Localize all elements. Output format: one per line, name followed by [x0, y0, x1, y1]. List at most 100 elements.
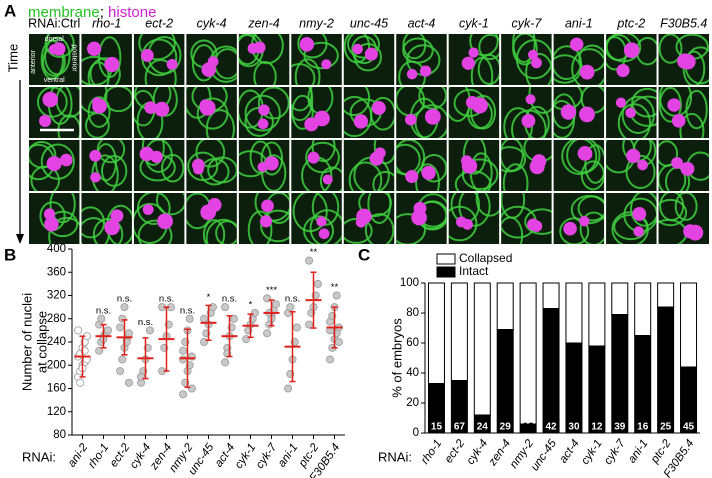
y-tick-label: 120	[47, 406, 66, 418]
tile-content	[301, 140, 342, 191]
cell-membrane	[155, 193, 185, 216]
nucleus	[142, 204, 154, 215]
cell-membrane	[247, 210, 273, 244]
cell-membrane	[630, 193, 657, 227]
nucleus	[154, 101, 170, 117]
y-tick-label: 80	[406, 307, 419, 319]
cell-membrane	[402, 34, 427, 60]
nucleus	[314, 110, 330, 127]
data-point	[116, 367, 125, 376]
tile-content	[606, 140, 657, 189]
cell-membrane	[415, 163, 441, 191]
nucleus	[419, 65, 432, 77]
data-point	[103, 326, 112, 335]
tile-content	[29, 141, 75, 191]
orientation-label: dorsal	[45, 36, 65, 43]
bar-segment	[496, 329, 514, 434]
nucleus	[264, 156, 279, 171]
micrograph-tile	[553, 34, 605, 85]
column-label: ptc-2	[616, 16, 645, 30]
significance: n.s.	[180, 305, 195, 316]
data-point	[200, 337, 209, 346]
nucleus	[200, 204, 217, 221]
panel-label: B	[4, 245, 16, 264]
tile-content	[553, 87, 605, 138]
bar-segment	[519, 282, 537, 425]
x-tick-label: ani-1	[276, 442, 301, 470]
cell-membrane	[294, 58, 321, 85]
tile-content	[611, 193, 657, 244]
cell-membrane	[617, 103, 652, 138]
bar-segment	[473, 282, 491, 416]
nucleus	[92, 97, 103, 108]
cell-membrane	[512, 34, 538, 66]
cell-membrane	[186, 87, 212, 119]
nucleus	[633, 226, 644, 237]
bar-segment	[588, 282, 606, 347]
significance: n.s.	[222, 294, 237, 305]
tile-content	[40, 34, 75, 80]
x-tick-label: act-4	[557, 438, 582, 466]
tile-content	[81, 87, 132, 138]
tile-content	[501, 193, 552, 244]
micrograph-tile	[658, 193, 709, 244]
cell-membrane	[343, 217, 373, 244]
nucleus	[259, 215, 273, 228]
tile-content	[139, 140, 185, 183]
significance: n.s.	[159, 294, 174, 305]
data-point	[124, 329, 133, 338]
nucleus	[374, 147, 386, 159]
cell-membrane	[44, 34, 75, 58]
tile-content	[238, 34, 284, 85]
micrograph-tile	[186, 34, 237, 85]
tile-content	[291, 87, 334, 132]
nucleus	[405, 170, 419, 184]
nucleus	[90, 172, 101, 183]
nucleus	[521, 113, 536, 128]
cell-membrane	[685, 89, 708, 130]
data-point	[286, 303, 295, 312]
cell-membrane	[205, 218, 237, 244]
tile-content	[238, 140, 287, 191]
cell-membrane	[291, 94, 314, 130]
n-label: 42	[545, 422, 557, 433]
cell-membrane	[469, 34, 499, 57]
nucleus	[322, 174, 333, 185]
nucleus	[683, 224, 698, 239]
micrograph-tile	[658, 87, 709, 138]
tile-content	[398, 34, 441, 85]
tile-content	[89, 140, 128, 191]
x-tick-label: rho-1	[86, 442, 111, 471]
cell-membrane	[462, 140, 487, 175]
bar-segment	[611, 314, 629, 434]
column-label: ect-2	[145, 16, 173, 30]
nucleus	[46, 156, 62, 172]
nucleus	[680, 161, 695, 176]
significance: *	[207, 292, 211, 303]
cell-membrane	[202, 219, 226, 244]
nucleus	[404, 113, 417, 126]
cell-membrane	[257, 87, 290, 120]
significance: n.s.	[117, 294, 132, 305]
tile-content	[238, 87, 290, 137]
nucleus	[471, 97, 488, 114]
cell-membrane	[613, 213, 648, 241]
micrograph-tile	[501, 140, 552, 191]
legend-label: Collapsed	[459, 251, 512, 265]
nucleus	[616, 63, 630, 78]
cell-membrane	[303, 41, 339, 70]
bar-segment	[565, 282, 583, 344]
micrograph-tile	[343, 140, 395, 191]
time-arrowhead	[16, 234, 24, 244]
micrograph-tile	[291, 193, 342, 244]
y-tick-label: 20	[406, 397, 419, 409]
data-point	[179, 346, 188, 355]
cell-membrane	[141, 140, 165, 166]
panel-label: A	[4, 1, 16, 20]
cell-membrane	[319, 166, 342, 191]
time-label: Time	[5, 44, 20, 72]
micrograph-tile	[238, 140, 290, 191]
cell-membrane	[343, 87, 371, 117]
data-point	[250, 308, 259, 317]
nucleus	[199, 99, 216, 116]
